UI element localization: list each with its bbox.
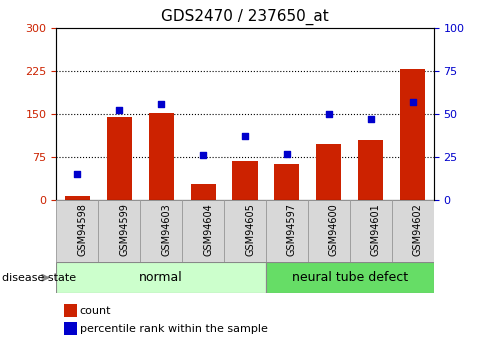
Text: GSM94603: GSM94603	[161, 203, 171, 256]
Bar	[232, 161, 258, 200]
Bar	[65, 196, 90, 200]
FancyBboxPatch shape	[140, 200, 182, 262]
Point	[199, 152, 207, 158]
FancyBboxPatch shape	[98, 200, 140, 262]
Bar	[107, 117, 132, 200]
Bar	[148, 113, 174, 200]
Text: GSM94597: GSM94597	[287, 203, 297, 256]
Text: GSM94598: GSM94598	[77, 203, 87, 256]
Text: GSM94605: GSM94605	[245, 203, 255, 256]
FancyBboxPatch shape	[56, 200, 98, 262]
FancyBboxPatch shape	[182, 200, 224, 262]
FancyBboxPatch shape	[392, 200, 434, 262]
Point	[409, 99, 416, 105]
FancyBboxPatch shape	[350, 200, 392, 262]
Point	[157, 101, 165, 106]
Text: percentile rank within the sample: percentile rank within the sample	[80, 324, 268, 334]
Point	[325, 111, 333, 117]
Text: GSM94599: GSM94599	[119, 203, 129, 256]
Text: count: count	[80, 306, 111, 316]
Point	[367, 116, 375, 122]
Bar	[191, 184, 216, 200]
Point	[283, 151, 291, 156]
Point	[74, 171, 81, 177]
Text: GSM94602: GSM94602	[413, 203, 423, 256]
Text: disease state: disease state	[2, 273, 76, 283]
FancyBboxPatch shape	[56, 262, 266, 293]
Text: GSM94601: GSM94601	[371, 203, 381, 256]
Bar	[274, 164, 299, 200]
Bar	[400, 69, 425, 200]
Bar	[358, 140, 383, 200]
Text: GSM94604: GSM94604	[203, 203, 213, 256]
FancyBboxPatch shape	[266, 262, 434, 293]
Point	[115, 108, 123, 113]
Text: normal: normal	[139, 271, 183, 284]
Bar	[316, 144, 342, 200]
Text: neural tube defect: neural tube defect	[292, 271, 408, 284]
Bar	[64, 322, 77, 335]
FancyBboxPatch shape	[266, 200, 308, 262]
Point	[241, 134, 249, 139]
Bar	[64, 304, 77, 317]
FancyBboxPatch shape	[224, 200, 266, 262]
Text: GSM94600: GSM94600	[329, 203, 339, 256]
Text: GDS2470 / 237650_at: GDS2470 / 237650_at	[161, 9, 329, 25]
FancyBboxPatch shape	[308, 200, 350, 262]
